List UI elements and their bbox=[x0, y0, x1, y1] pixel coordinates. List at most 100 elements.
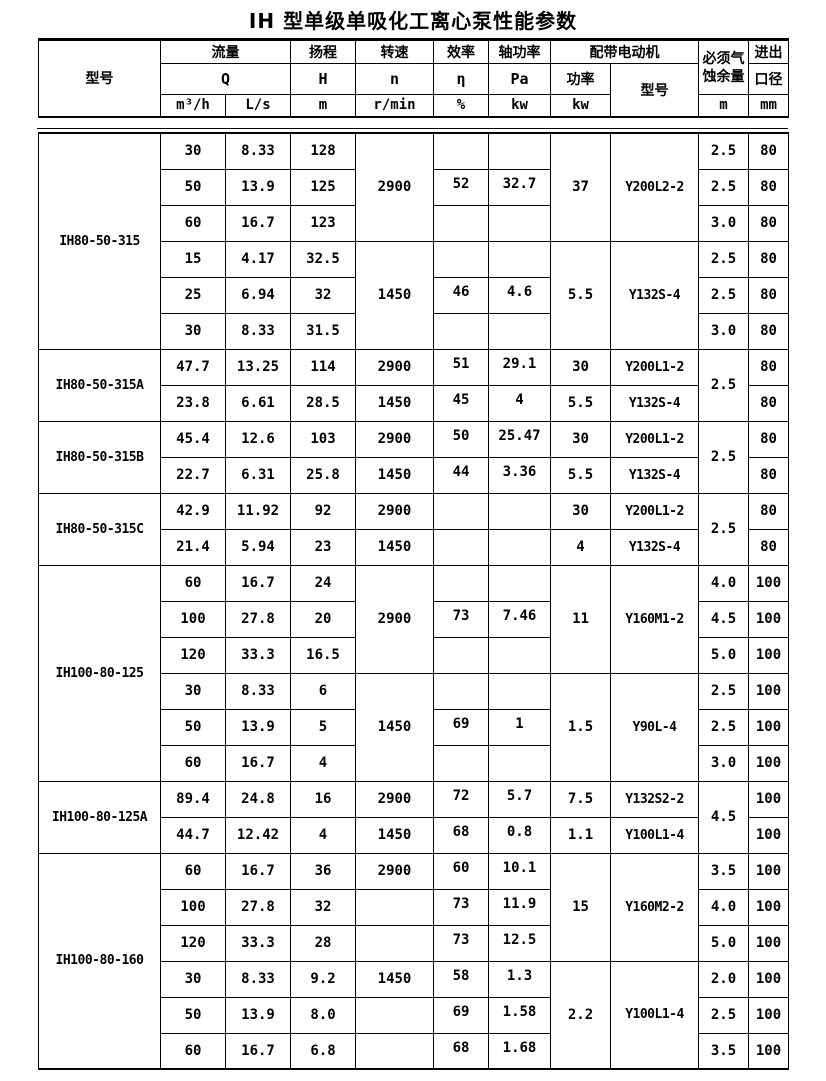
table-cell: 3.0 bbox=[698, 204, 749, 242]
table-cell: 2.5 bbox=[698, 996, 749, 1034]
diameter-unit: mm bbox=[748, 94, 789, 117]
table-cell: 5.94 bbox=[225, 528, 291, 566]
motor-model-cell: Y200L2-2 bbox=[610, 132, 699, 242]
motor-model-cell: Y160M1-2 bbox=[610, 564, 699, 674]
header-row-2: Q H n η Pa 功率 型号 口径 bbox=[39, 63, 789, 117]
table-row: 120 33.3 16.5 5.0 100 bbox=[39, 636, 789, 674]
table-cell: 80 bbox=[748, 240, 789, 278]
motor-model-cell: Y100L1-4 bbox=[610, 816, 699, 854]
table-cell: 32 bbox=[290, 276, 356, 314]
table-row: IH80-50-315C 42.9 11.92 92 2900 30 Y200L1-2 2.5… bbox=[38, 492, 789, 566]
table-cell: 73 bbox=[433, 600, 489, 638]
shaft-power-unit: kw bbox=[488, 94, 551, 117]
table-cell bbox=[488, 132, 551, 170]
table-cell: 6.61 bbox=[225, 384, 291, 422]
table-cell: 68 bbox=[433, 1032, 489, 1070]
table-cell: 60 bbox=[160, 564, 226, 602]
table-cell: 13.25 bbox=[225, 348, 291, 386]
table-cell: 69 bbox=[433, 996, 489, 1034]
table-cell: 58 bbox=[433, 960, 489, 998]
table-cell: 114 bbox=[290, 348, 356, 386]
table-cell bbox=[433, 132, 489, 170]
page-title: IH 型单级单吸化工离心泵性能参数 bbox=[248, 9, 578, 33]
table-cell: 16.7 bbox=[225, 564, 291, 602]
table-cell bbox=[433, 636, 489, 674]
table-cell: 10.1 bbox=[488, 852, 551, 890]
table-cell: 80 bbox=[748, 276, 789, 314]
table-cell: 60 bbox=[160, 204, 226, 242]
table-cell: 80 bbox=[748, 312, 789, 350]
table-cell: 30 bbox=[160, 132, 226, 170]
table-cell: 69 bbox=[433, 708, 489, 746]
table-cell: 27.8 bbox=[225, 888, 291, 926]
table-cell: 60 bbox=[160, 1032, 226, 1070]
header-row-3: m³/h L/s m r/min % kw kw m mm bbox=[39, 94, 789, 117]
table-cell: 11.92 bbox=[225, 492, 291, 530]
table-cell: 80 bbox=[748, 348, 789, 386]
col-header-motor-group: 配带电动机 bbox=[550, 39, 699, 64]
pump-model-cell: IH80-50-315B bbox=[38, 420, 161, 494]
table-cell: 12.42 bbox=[225, 816, 291, 854]
table-cell: 2.5 bbox=[698, 168, 749, 206]
table-cell: 30 bbox=[160, 312, 226, 350]
flow-unit-m3h: m³/h bbox=[160, 94, 226, 117]
motor-model-cell: Y200L1-2 bbox=[610, 492, 699, 530]
table-cell: 15 bbox=[160, 240, 226, 278]
table-cell: 100 bbox=[748, 1032, 789, 1070]
header-row-1: 型号 流量 扬程 转速 效率 轴功率 配带电动机 必须气 蚀余量 进出 bbox=[38, 39, 789, 117]
table-cell: 1450 bbox=[355, 384, 434, 422]
divider-line bbox=[37, 128, 788, 129]
table-cell: 50 bbox=[433, 420, 489, 458]
table-row: 22.7 6.31 25.8 1450 44 3.36 5.5 Y132S-4 80 bbox=[39, 456, 789, 494]
table-cell: 60 bbox=[160, 744, 226, 782]
npsh-unit: m bbox=[698, 94, 749, 117]
table-cell: 2.5 bbox=[698, 132, 749, 170]
table-cell: 33.3 bbox=[225, 924, 291, 962]
table-cell: 30 bbox=[160, 672, 226, 710]
motor-model-cell: Y100L1-4 bbox=[610, 960, 699, 1070]
table-cell: 25.8 bbox=[290, 456, 356, 494]
table-cell: 0.8 bbox=[488, 816, 551, 854]
table-cell: 100 bbox=[748, 564, 789, 602]
table-cell: 6.31 bbox=[225, 456, 291, 494]
table-cell bbox=[488, 528, 551, 566]
table-cell: 1.5 bbox=[550, 672, 611, 782]
table-cell: 16 bbox=[290, 780, 356, 818]
table-cell: 7.5 bbox=[550, 780, 611, 818]
table-row: 15 4.17 32.5 1450 5.5 Y132S-4 2.5 80 bbox=[39, 240, 789, 350]
table-cell: 100 bbox=[748, 636, 789, 674]
table-cell: 15 bbox=[550, 852, 611, 962]
table-cell bbox=[355, 924, 434, 962]
efficiency-unit: % bbox=[433, 94, 489, 117]
table-cell: 32.5 bbox=[290, 240, 356, 278]
table-cell: 27.8 bbox=[225, 600, 291, 638]
table-cell: 4.6 bbox=[488, 276, 551, 314]
col-header-shaft-power: 轴功率 bbox=[488, 39, 551, 64]
table-cell: 51 bbox=[433, 348, 489, 386]
table-cell bbox=[433, 312, 489, 350]
motor-model-cell: Y132S-4 bbox=[610, 240, 699, 350]
pump-data-table: IH80-50-315 30 8.33 128 2900 37 Y200L2-2 2.5 80 5… bbox=[38, 132, 789, 1070]
table-cell: 33.3 bbox=[225, 636, 291, 674]
table-row: IH80-50-315 30 8.33 128 2900 37 Y200L2-2 2.5 80 bbox=[38, 132, 789, 350]
npsh-label-line1: 必须气 bbox=[702, 50, 745, 67]
table-cell: 5.5 bbox=[550, 384, 611, 422]
shaft-power-symbol: Pa bbox=[488, 63, 551, 95]
table-row: 44.7 12.42 4 1450 68 0.8 1.1 Y100L1-4 100 bbox=[39, 816, 789, 854]
table-cell bbox=[488, 564, 551, 602]
table-cell bbox=[355, 996, 434, 1034]
table-cell: 8.33 bbox=[225, 960, 291, 998]
table-cell: 5.7 bbox=[488, 780, 551, 818]
table-cell bbox=[433, 744, 489, 782]
table-cell: 5.5 bbox=[550, 456, 611, 494]
table-cell: 5 bbox=[290, 708, 356, 746]
table-cell: 23 bbox=[290, 528, 356, 566]
table-cell: 2900 bbox=[355, 852, 434, 890]
col-header-diameter-line2: 口径 bbox=[748, 63, 789, 95]
table-cell: 50 bbox=[160, 996, 226, 1034]
table-cell: 100 bbox=[748, 672, 789, 710]
head-unit: m bbox=[290, 94, 356, 117]
table-cell: 120 bbox=[160, 636, 226, 674]
table-cell: 8.0 bbox=[290, 996, 356, 1034]
table-cell: 3.0 bbox=[698, 744, 749, 782]
